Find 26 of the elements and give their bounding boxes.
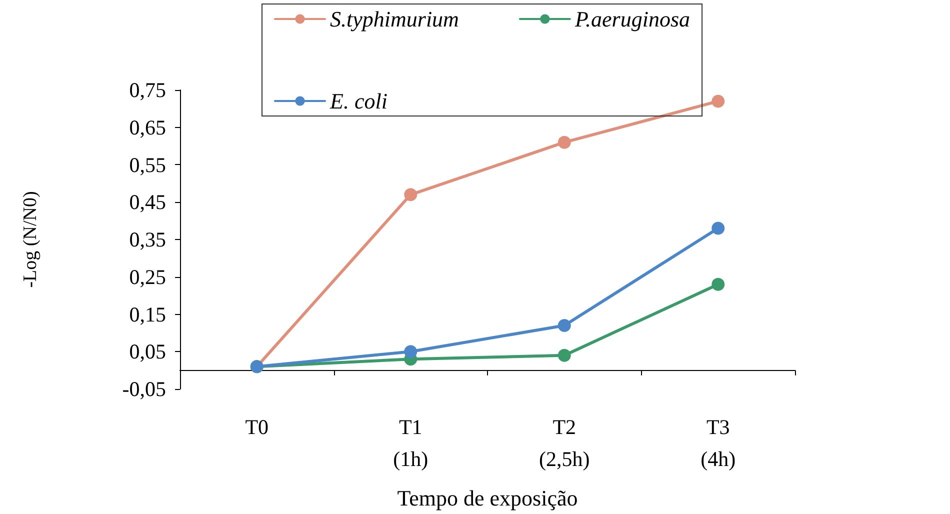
x-tick-label: T1 (1h)	[393, 415, 428, 471]
point	[712, 222, 725, 235]
x-tick-label: T2 (2,5h)	[539, 415, 590, 471]
legend-label: S.typhimurium	[330, 6, 459, 32]
point	[558, 318, 571, 332]
legend-label: E. coli	[329, 88, 388, 114]
y-tick-label: 0,45	[129, 190, 166, 214]
y-tick-label: -0,05	[122, 377, 166, 401]
point	[558, 348, 571, 362]
point	[404, 345, 418, 358]
x-tick-label: T3 (4h)	[700, 415, 736, 471]
y-tick-label: 0,25	[129, 264, 166, 289]
y-tick-label: 0,05	[129, 340, 166, 364]
point	[404, 188, 418, 202]
point	[712, 278, 725, 291]
y-axis-title: -Log (N/N0)	[20, 191, 41, 288]
point	[558, 136, 571, 149]
x-tick-label: T0	[245, 415, 269, 439]
x-axis-title: Tempo de exposição	[397, 486, 578, 510]
y-tick-label: 0,65	[129, 115, 166, 140]
point	[712, 94, 725, 108]
y-tick-label: 0,55	[129, 152, 166, 177]
y-tick-label: 0,75	[129, 78, 166, 102]
y-tick-label: 0,35	[129, 228, 166, 252]
legend-label: P.aeruginosa	[574, 6, 690, 32]
y-tick-label: 0,15	[129, 302, 166, 326]
